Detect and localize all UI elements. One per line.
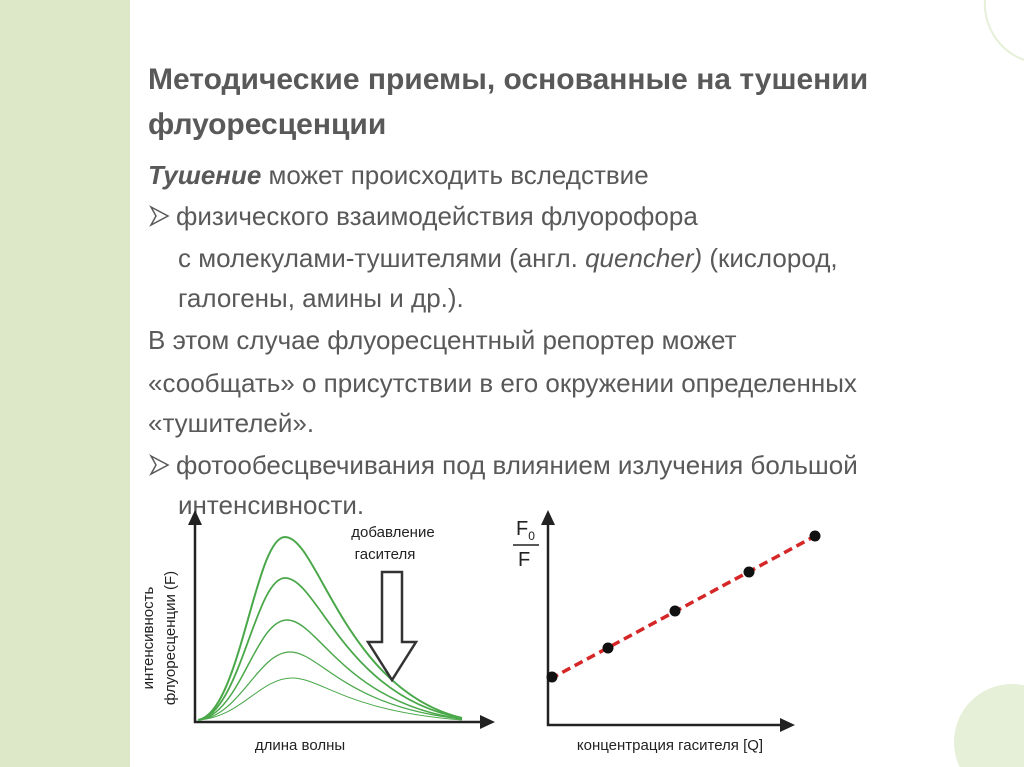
y-label: интенсивность [140, 586, 157, 689]
decor-arc [983, 0, 1024, 61]
body-line: галогены, амины и др.). [178, 283, 464, 313]
fit-line [549, 533, 818, 681]
text: может происходить вследствие [261, 160, 648, 190]
body-line: «сообщать» о присутствии в его окружении… [148, 368, 857, 398]
text: quencher) [585, 243, 702, 273]
axes [193, 520, 485, 724]
axes [546, 520, 785, 727]
text: с молекулами-тушителями (англ. [178, 243, 585, 273]
side-bar [0, 0, 130, 767]
body-line: физического взаимодействия флуорофора [176, 201, 698, 231]
bullet [149, 205, 170, 227]
figure-left: добавление гасителя интенсивность флуоре… [140, 510, 495, 754]
term: Тушение [148, 160, 261, 190]
body-line: интенсивности. [178, 490, 364, 520]
points [546, 530, 821, 683]
y-label: флуоресценции (F) [162, 571, 179, 705]
x-label: концентрация гасителя [Q] [577, 737, 763, 754]
y-label: F [518, 549, 530, 571]
annotation: добавление [351, 524, 434, 541]
decor-circle [954, 684, 1024, 767]
body-line: Тушение может происходить вследствие [148, 160, 649, 190]
text: F [516, 518, 528, 540]
y-label: F0 [516, 518, 535, 543]
text: (кислород, [702, 243, 837, 273]
bullet [149, 454, 170, 476]
spectra [197, 535, 463, 721]
figure-right: F0 F концентрация гасителя [Q] [513, 510, 821, 754]
text: 0 [528, 529, 535, 543]
body-line: «тушителей». [148, 408, 314, 438]
title-line: флуоресценции [148, 108, 386, 141]
annotation: гасителя [355, 546, 416, 563]
body-line: В этом случае флуоресцентный репортер мо… [148, 325, 737, 355]
arrow [365, 570, 419, 683]
body-line: с молекулами-тушителями (англ. quencher)… [178, 243, 838, 273]
title-line: Методические приемы, основанные на тушен… [148, 63, 868, 96]
x-label: длина волны [255, 737, 345, 754]
body-line: фотообесцвечивания под влиянием излучени… [176, 450, 858, 480]
